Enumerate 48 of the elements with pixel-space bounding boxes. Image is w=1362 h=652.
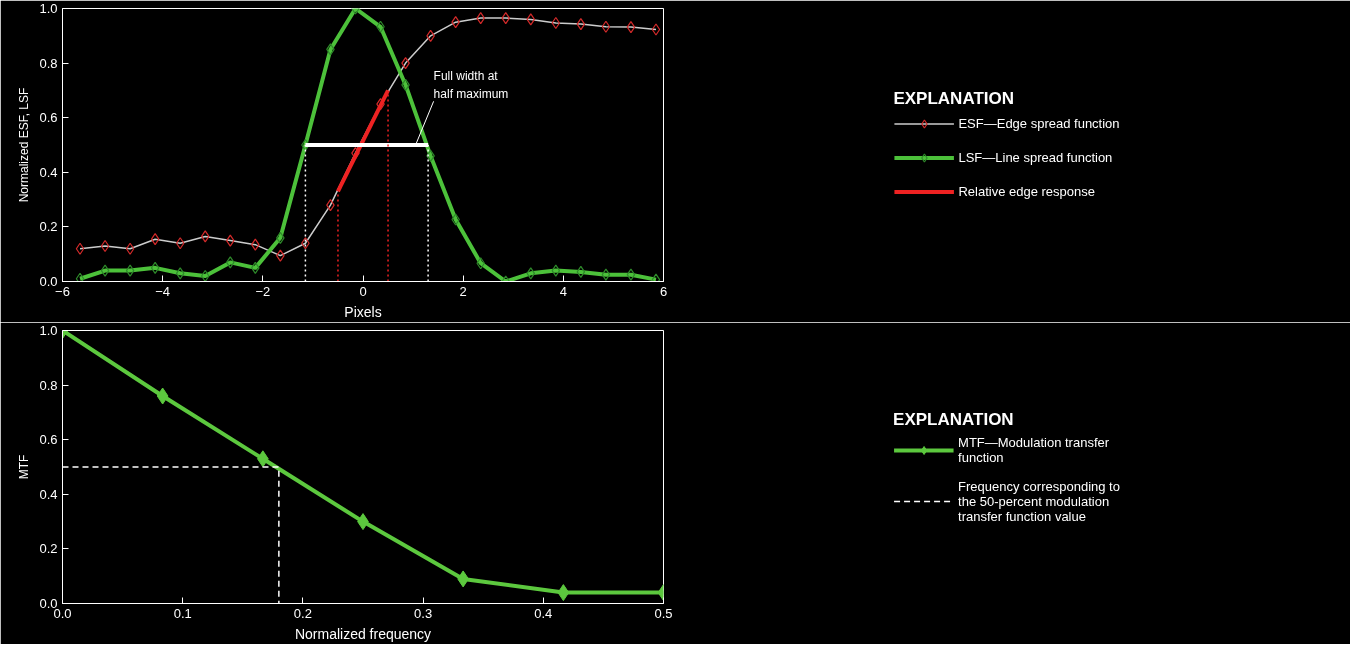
y-tick-label: 1.0 (39, 1, 58, 16)
point (651, 23, 661, 36)
line-series (62, 330, 664, 602)
x-tick-label: 0.2 (293, 605, 312, 621)
point (175, 237, 185, 250)
y-tick-label: 1.0 (39, 323, 58, 338)
x-tick-label: 2 (459, 283, 467, 299)
point (601, 20, 611, 33)
y-tick-label: 0.2 (39, 541, 58, 557)
x-axis-title: Normalized frequency (294, 625, 432, 642)
y-tick-label: 0.2 (39, 219, 58, 235)
point (576, 17, 586, 31)
x-axis-title: Pixels (344, 303, 382, 320)
y-tick-label: 0.6 (39, 110, 58, 126)
legend-label: ESF—Edge spread function (958, 114, 1120, 133)
point (75, 242, 85, 255)
y-tick-label: 0.8 (39, 55, 58, 71)
point (551, 16, 561, 30)
point (557, 584, 570, 602)
legend-label: Relative edge response (958, 182, 1096, 201)
y-axis-title: Normalized ESF, LSF (17, 87, 32, 203)
x-tick-label: 6 (659, 283, 668, 299)
point (526, 13, 536, 26)
legend-label: MTF—Modulation transfer function (958, 434, 1110, 465)
point (626, 20, 636, 34)
y-axis-title: MTF (17, 454, 32, 480)
x-tick-label: 0.4 (534, 605, 553, 621)
y-tick-label: 0.4 (39, 486, 58, 502)
point (125, 242, 135, 255)
x-tick-label: 0.1 (173, 605, 192, 621)
annotation: Full width at half maximum (433, 69, 509, 102)
x-tick-label: −2 (255, 283, 271, 299)
y-tick-label: 0.6 (39, 432, 58, 448)
x-tick-label: 0.5 (654, 605, 673, 621)
x-tick-label: 0.3 (414, 605, 433, 621)
legend-title: EXPLANATION (893, 88, 1015, 108)
point (156, 387, 169, 405)
legend-label: Frequency corresponding to the 50-percent modulation transfer function value (958, 478, 1120, 524)
point (200, 230, 210, 243)
legend-label: LSF—Line spread function (958, 148, 1113, 167)
x-tick-label: 4 (559, 283, 567, 299)
y-tick-label: 0.4 (39, 164, 58, 180)
point (150, 233, 160, 246)
x-tick-label: 0 (359, 283, 367, 299)
legend-title: EXPLANATION (893, 409, 1015, 430)
x-tick-label: −4 (155, 283, 171, 299)
point (100, 239, 110, 253)
y-tick-label: 0.8 (39, 377, 58, 393)
